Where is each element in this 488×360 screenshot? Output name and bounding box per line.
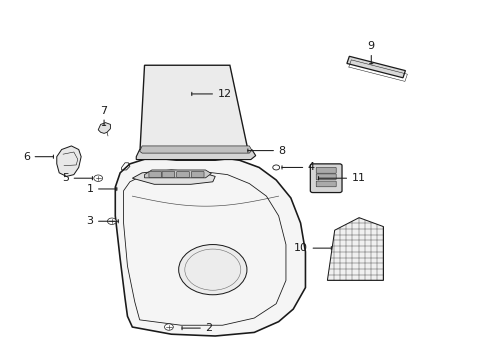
Polygon shape [140, 146, 251, 153]
Circle shape [272, 165, 279, 170]
FancyBboxPatch shape [310, 164, 341, 193]
Text: 2: 2 [205, 323, 212, 333]
Polygon shape [115, 157, 305, 336]
Text: 9: 9 [367, 41, 374, 51]
Polygon shape [346, 56, 405, 78]
FancyBboxPatch shape [149, 171, 161, 177]
Circle shape [94, 175, 102, 181]
Text: 10: 10 [293, 243, 307, 253]
Polygon shape [57, 146, 81, 176]
Text: 4: 4 [307, 162, 314, 172]
Polygon shape [144, 170, 211, 178]
Polygon shape [132, 170, 215, 184]
Text: 3: 3 [86, 216, 93, 226]
Text: 11: 11 [351, 173, 365, 183]
Text: 7: 7 [101, 106, 107, 116]
FancyBboxPatch shape [316, 167, 335, 173]
Polygon shape [98, 123, 110, 134]
Circle shape [164, 324, 173, 330]
Text: 1: 1 [86, 184, 93, 194]
FancyBboxPatch shape [191, 171, 203, 177]
FancyBboxPatch shape [176, 171, 189, 177]
Circle shape [178, 244, 246, 295]
FancyBboxPatch shape [316, 181, 335, 187]
Text: 5: 5 [62, 173, 69, 183]
Polygon shape [140, 65, 249, 160]
Text: 8: 8 [278, 145, 285, 156]
Polygon shape [136, 149, 255, 159]
Polygon shape [327, 218, 383, 280]
FancyBboxPatch shape [162, 171, 174, 177]
FancyBboxPatch shape [316, 174, 335, 180]
Circle shape [107, 218, 116, 225]
Text: 12: 12 [217, 89, 231, 99]
Text: 6: 6 [23, 152, 30, 162]
